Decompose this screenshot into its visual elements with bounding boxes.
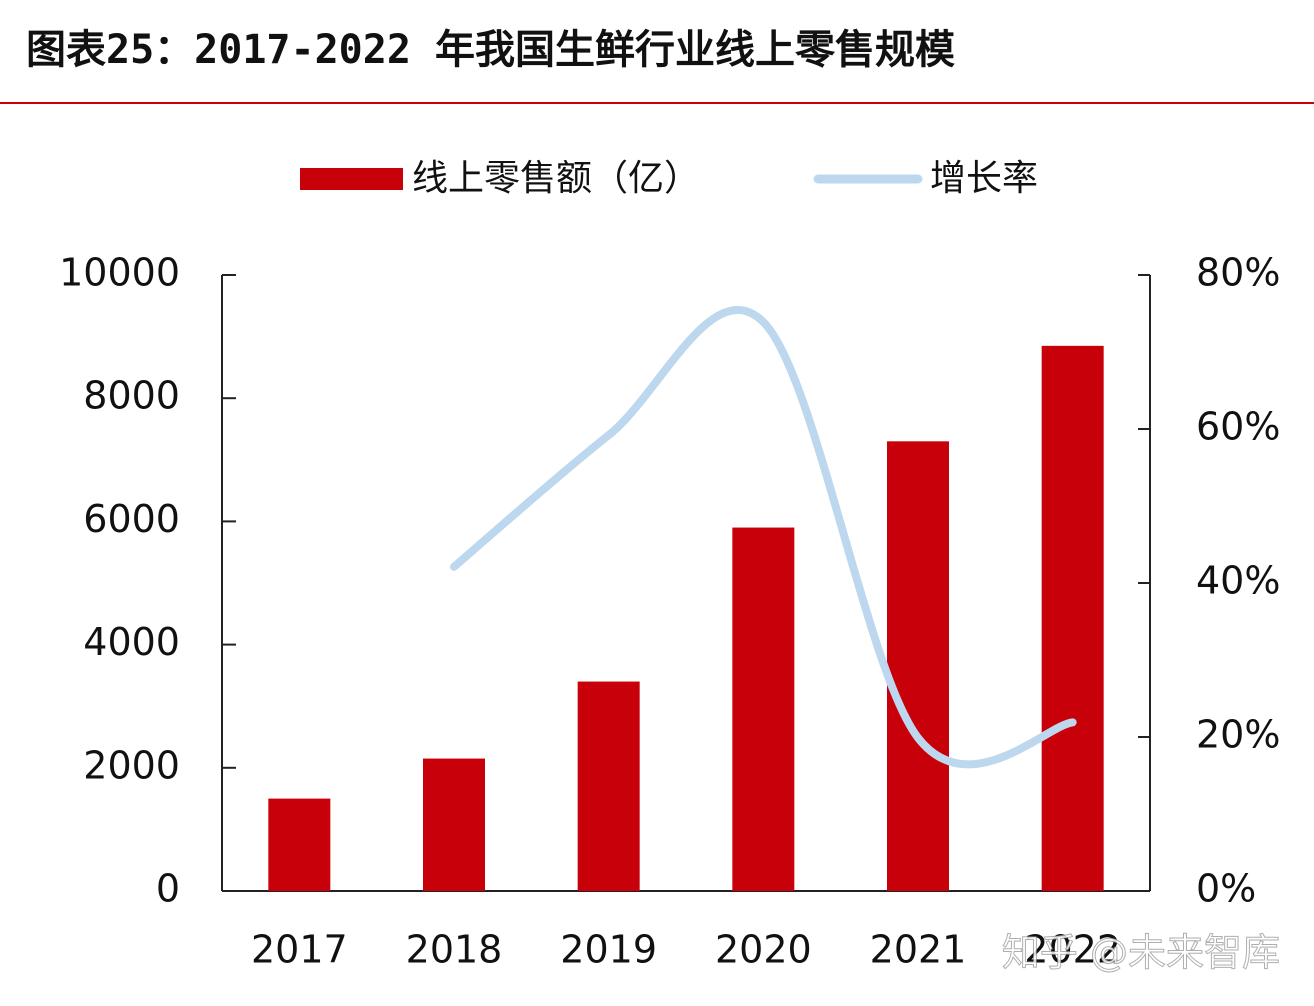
x-tick-label: 2020	[715, 928, 812, 972]
chart-title: 图表25：2017-2022 年我国生鲜行业线上零售规模	[26, 27, 955, 73]
x-tick-label: 2021	[870, 928, 967, 972]
x-tick-label: 2017	[251, 928, 348, 972]
y2-tick-label: 40%	[1196, 559, 1280, 603]
y-tick-label: 0	[156, 867, 180, 911]
growth-line	[450, 306, 1077, 769]
legend-swatch	[300, 168, 403, 190]
y2-tick-label: 80%	[1196, 251, 1280, 295]
y-tick-label: 10000	[59, 251, 180, 295]
legend-label: 线上零售额（亿）	[412, 158, 700, 199]
bar	[732, 527, 795, 891]
y-tick-label: 6000	[83, 497, 180, 541]
y2-tick-label: 20%	[1196, 713, 1280, 757]
y2-tick-label: 0%	[1196, 867, 1256, 911]
y-tick-label: 2000	[83, 743, 180, 787]
y-tick-label: 4000	[83, 620, 180, 664]
watermark: 知乎 @未来智库	[1002, 931, 1280, 975]
x-tick-label: 2018	[406, 928, 503, 972]
x-tick-label: 2019	[560, 928, 657, 972]
bar	[1041, 345, 1104, 892]
bar	[887, 441, 949, 891]
x-tick-label: 2022	[1024, 928, 1121, 972]
y2-tick-label: 60%	[1196, 405, 1280, 449]
bar	[268, 798, 331, 891]
legend-label: 增长率	[930, 158, 1038, 199]
bar	[423, 758, 485, 891]
bar	[577, 681, 640, 891]
y-tick-label: 8000	[83, 374, 180, 418]
